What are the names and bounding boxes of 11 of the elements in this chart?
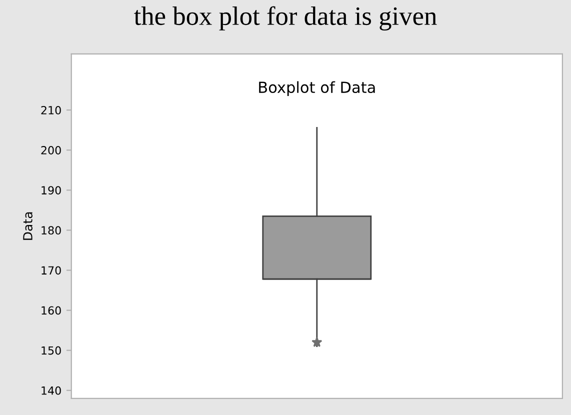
y-axis-title: Data [23, 212, 32, 240]
y-tick-label: 200 [41, 146, 61, 154]
y-tick-label: 210 [41, 106, 61, 114]
y-tick-label: 180 [42, 226, 61, 235]
y-tick-label: 170 [42, 266, 61, 275]
text: Boxplot of Data [259, 81, 375, 96]
y-tick-label: 190 [42, 186, 61, 195]
y-tick-label: 160 [42, 306, 61, 315]
y-tick-label: 140 [42, 386, 61, 395]
y-tick-label: 150 [42, 346, 61, 355]
chart-title: the box plot for data is given [134, 6, 437, 30]
